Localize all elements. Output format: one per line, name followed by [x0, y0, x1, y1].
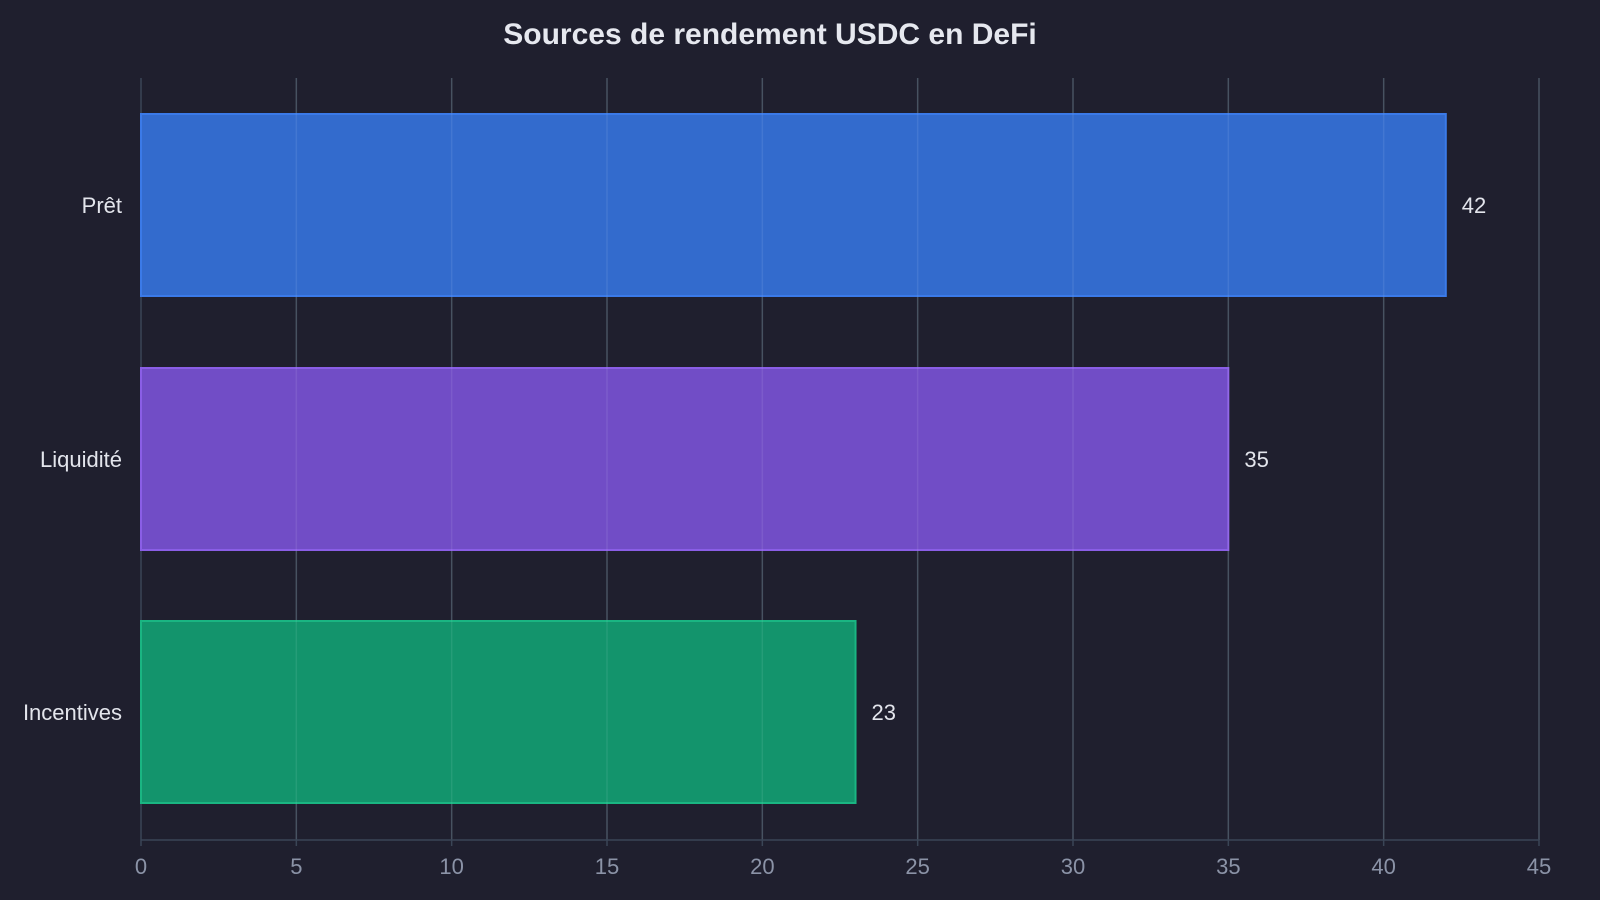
x-tick-label: 15	[595, 854, 619, 879]
x-tick-label: 45	[1527, 854, 1551, 879]
x-tick-label: 30	[1061, 854, 1085, 879]
value-label: 42	[1462, 193, 1486, 218]
x-tick-label: 40	[1371, 854, 1395, 879]
value-label: 35	[1244, 447, 1268, 472]
x-tick-label: 25	[905, 854, 929, 879]
bar-1	[140, 367, 1230, 551]
x-tick-label: 0	[135, 854, 147, 879]
axis-layer	[140, 839, 1540, 846]
bar-0	[140, 113, 1447, 297]
category-label: Incentives	[23, 700, 122, 725]
value-label: 23	[872, 700, 896, 725]
x-tick-label: 5	[290, 854, 302, 879]
category-label: Prêt	[82, 193, 122, 218]
x-tick-label: 20	[750, 854, 774, 879]
bar-2	[140, 620, 857, 804]
x-tick-label: 10	[439, 854, 463, 879]
category-label: Liquidité	[40, 447, 122, 472]
label-layer: 0 5 10 15 20 25 30 35 40 45 Prêt 42 Liquidité 35 Incen…	[23, 193, 1551, 879]
chart-title: Sources de rendement USDC en DeFi	[503, 18, 1037, 51]
bar-layer	[140, 78, 1540, 840]
x-tick-label: 35	[1216, 854, 1240, 879]
